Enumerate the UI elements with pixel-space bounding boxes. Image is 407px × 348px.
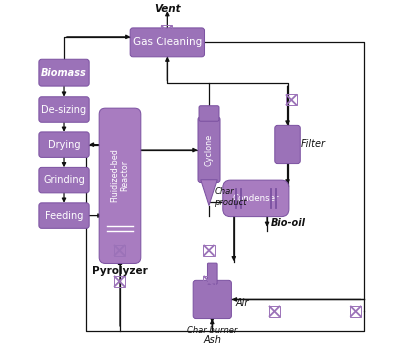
Text: Feeding: Feeding [45,211,83,221]
FancyBboxPatch shape [39,59,89,86]
Text: Drying: Drying [48,140,80,150]
Text: Condenser: Condenser [232,194,279,203]
FancyBboxPatch shape [193,280,232,318]
Text: Char
product: Char product [214,187,247,207]
Text: Air: Air [236,298,249,308]
Text: Gas Cleaning: Gas Cleaning [133,37,202,47]
Text: Pyrolyzer: Pyrolyzer [92,266,148,276]
Text: Bio-oil: Bio-oil [271,218,306,228]
FancyBboxPatch shape [130,28,205,57]
Text: Filter: Filter [300,140,325,150]
Text: Ash: Ash [204,335,221,345]
Text: Vent: Vent [154,4,181,14]
FancyBboxPatch shape [198,117,220,183]
FancyBboxPatch shape [39,97,89,122]
FancyBboxPatch shape [39,203,89,228]
FancyBboxPatch shape [39,167,89,193]
FancyBboxPatch shape [223,180,289,216]
FancyBboxPatch shape [208,263,217,284]
FancyBboxPatch shape [199,106,219,121]
Text: De-sizing: De-sizing [42,104,87,114]
Text: Grinding: Grinding [43,175,85,185]
Text: Fluidized-bed
Reactor: Fluidized-bed Reactor [110,149,130,203]
Text: Char burner: Char burner [187,326,237,335]
FancyBboxPatch shape [39,132,89,157]
Polygon shape [201,180,217,206]
FancyBboxPatch shape [99,108,141,263]
FancyBboxPatch shape [275,125,300,164]
Text: Biomass: Biomass [41,68,87,78]
Text: Cyclone: Cyclone [204,134,214,166]
